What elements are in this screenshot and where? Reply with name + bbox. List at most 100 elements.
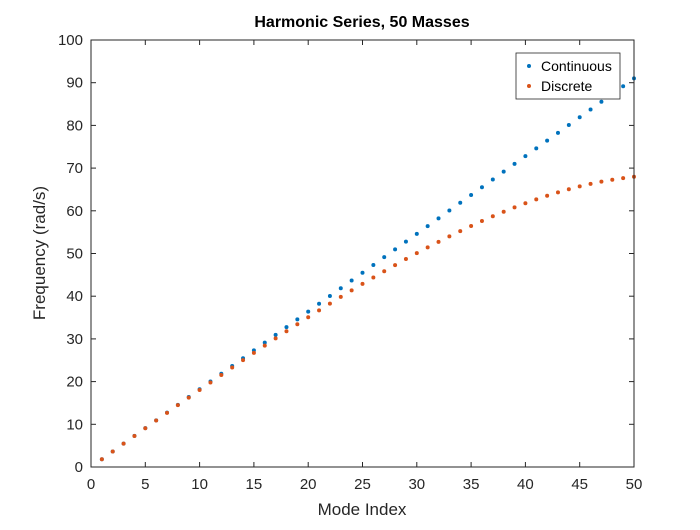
data-point-continuous (512, 161, 517, 166)
y-tick-label: 30 (66, 331, 83, 348)
data-point-discrete (588, 181, 593, 186)
y-tick-label: 20 (66, 374, 83, 391)
data-point-continuous (545, 138, 550, 143)
data-point-discrete (599, 179, 604, 184)
data-point-discrete (382, 269, 387, 274)
data-point-discrete (555, 190, 560, 195)
y-tick-label: 90 (66, 75, 83, 92)
y-axis-label: Frequency (rad/s) (30, 186, 49, 320)
legend-label-discrete: Discrete (541, 78, 593, 94)
data-point-continuous (295, 317, 300, 322)
data-point-discrete (284, 329, 289, 334)
data-point-continuous (555, 130, 560, 135)
data-point-discrete (545, 193, 550, 198)
x-axis-ticks: 0 5 10 15 20 25 30 35 40 45 50 (87, 40, 642, 493)
data-point-discrete (371, 275, 376, 280)
data-point-discrete (295, 322, 300, 327)
data-point-continuous (490, 177, 495, 182)
data-point-continuous (403, 239, 408, 244)
data-point-discrete (121, 441, 126, 446)
x-tick-label: 30 (408, 476, 425, 493)
y-tick-label: 50 (66, 246, 83, 263)
data-point-continuous (447, 208, 452, 213)
data-point-discrete (360, 281, 365, 286)
data-point-continuous (534, 146, 539, 151)
x-axis-label: Mode Index (318, 500, 407, 519)
data-point-continuous (621, 84, 626, 89)
x-tick-label: 5 (141, 476, 149, 493)
y-tick-label: 80 (66, 117, 83, 134)
data-point-discrete (110, 449, 115, 454)
data-point-continuous (273, 332, 278, 337)
legend-label-continuous: Continuous (541, 58, 612, 74)
data-point-discrete (327, 301, 332, 306)
data-point-discrete (154, 418, 159, 423)
legend-marker-discrete (527, 84, 531, 88)
data-point-discrete (186, 395, 191, 400)
data-point-continuous (577, 115, 582, 120)
data-point-discrete (273, 336, 278, 341)
data-point-continuous (360, 270, 365, 275)
data-point-discrete (523, 201, 528, 206)
data-point-continuous (436, 216, 441, 221)
data-point-discrete (414, 251, 419, 256)
y-tick-label: 60 (66, 203, 83, 220)
data-point-continuous (523, 154, 528, 159)
y-tick-label: 70 (66, 160, 83, 177)
data-point-discrete (338, 294, 343, 299)
data-point-discrete (251, 350, 256, 355)
data-point-discrete (241, 358, 246, 363)
data-point-continuous (349, 278, 354, 283)
data-point-continuous (479, 185, 484, 190)
legend-box (515, 52, 621, 100)
data-point-continuous (317, 301, 322, 306)
data-point-continuous (306, 309, 311, 314)
data-point-discrete (99, 457, 104, 462)
data-point-discrete (436, 239, 441, 244)
data-points (99, 76, 636, 462)
data-point-continuous (338, 286, 343, 291)
data-point-continuous (284, 325, 289, 330)
x-tick-label: 35 (463, 476, 480, 493)
data-point-discrete (621, 176, 626, 181)
data-point-continuous (566, 123, 571, 128)
data-point-continuous (382, 255, 387, 260)
data-point-continuous (469, 193, 474, 198)
data-point-discrete (197, 388, 202, 393)
data-point-continuous (458, 200, 463, 205)
data-point-discrete (230, 365, 235, 370)
data-point-discrete (501, 209, 506, 214)
data-point-discrete (317, 308, 322, 313)
data-point-discrete (393, 263, 398, 268)
x-tick-label: 10 (191, 476, 208, 493)
data-point-discrete (349, 288, 354, 293)
data-point-discrete (566, 187, 571, 192)
data-point-discrete (425, 245, 430, 250)
data-point-continuous (262, 340, 267, 345)
data-point-continuous (393, 247, 398, 252)
data-point-discrete (512, 205, 517, 210)
y-tick-label: 10 (66, 416, 83, 433)
data-point-discrete (132, 433, 137, 438)
data-point-continuous (588, 107, 593, 112)
data-point-discrete (403, 257, 408, 262)
data-point-discrete (306, 315, 311, 320)
x-tick-label: 25 (354, 476, 371, 493)
data-point-discrete (447, 234, 452, 239)
data-point-continuous (327, 294, 332, 299)
data-point-discrete (534, 197, 539, 202)
data-point-discrete (175, 403, 180, 408)
data-point-discrete (165, 410, 170, 415)
data-point-continuous (371, 262, 376, 267)
legend-marker-continuous (527, 64, 531, 68)
data-point-discrete (262, 343, 267, 348)
data-point-discrete (577, 184, 582, 189)
data-point-continuous (501, 169, 506, 174)
data-point-continuous (425, 224, 430, 229)
data-point-discrete (208, 380, 213, 385)
legend: Continuous Discrete (515, 52, 621, 100)
y-tick-label: 40 (66, 288, 83, 305)
data-point-discrete (143, 426, 148, 431)
